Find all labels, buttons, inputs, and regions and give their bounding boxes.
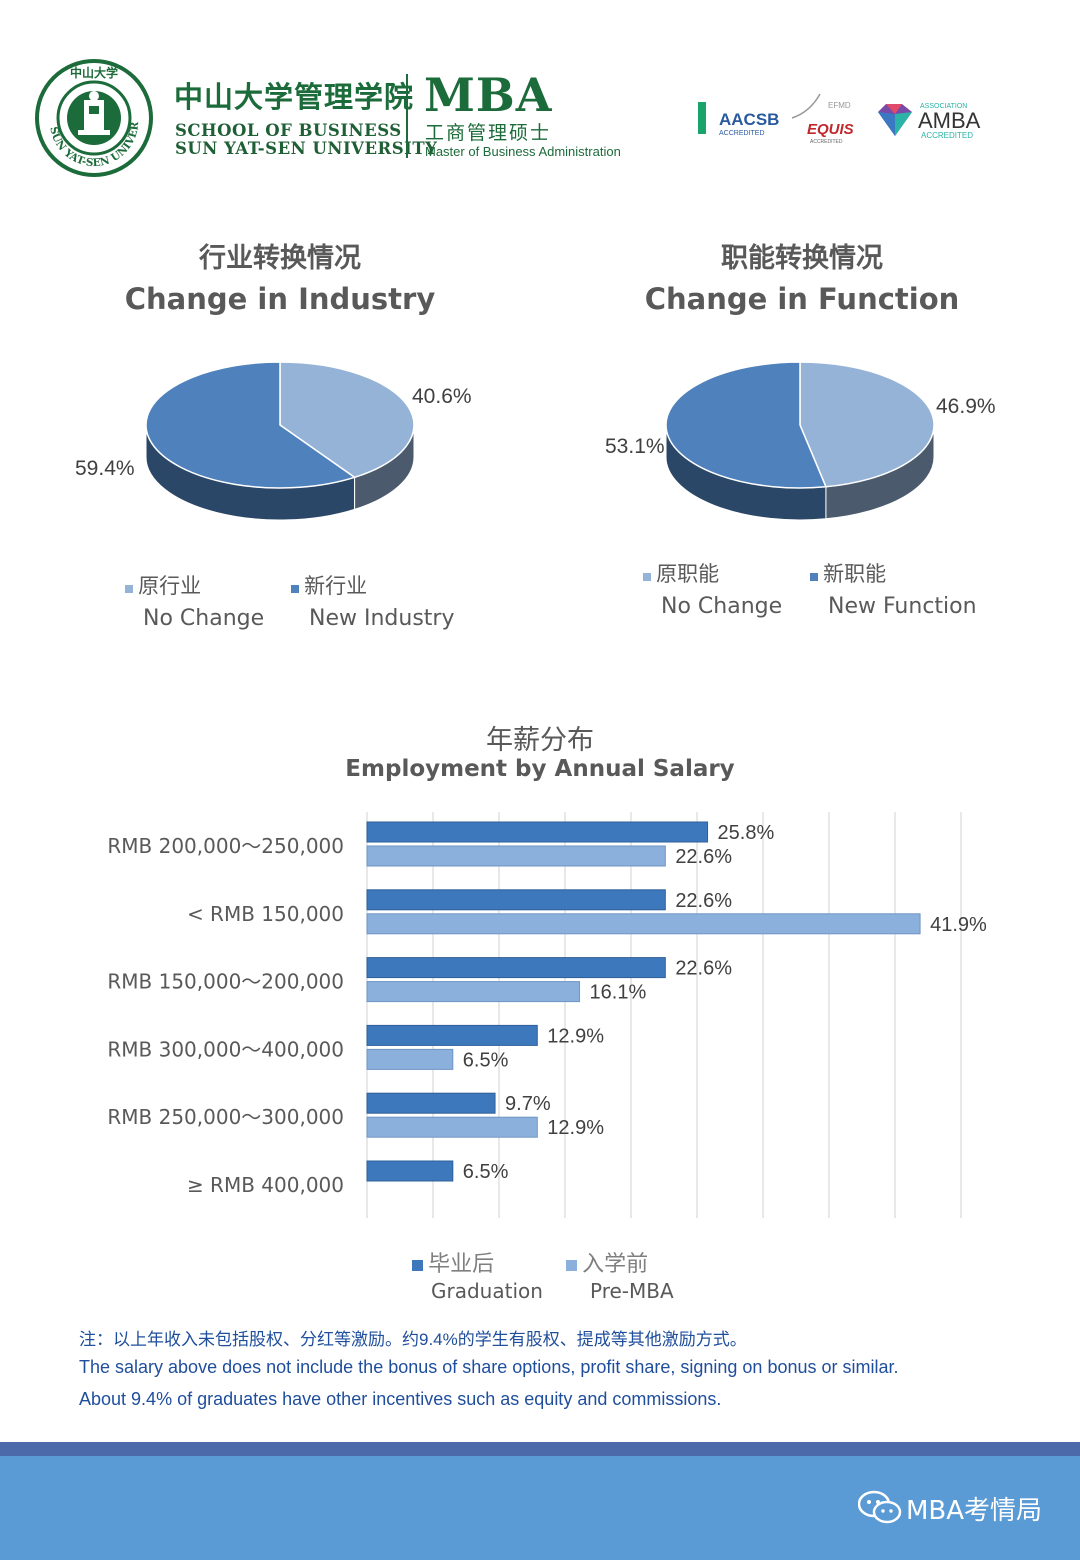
category-label: RMB 300,000～400,000 [107,1037,344,1061]
function-new-pct: 53.1% [605,435,665,458]
note-en-line2: About 9.4% of graduates have other incen… [79,1389,722,1409]
function-no-change-pct: 46.9% [936,395,996,418]
bar-value-label: 12.9% [547,1117,604,1139]
legend-swatch-dark [412,1260,423,1271]
legend-label-cn: 新行业 [304,574,368,598]
bar-pre-mba [366,1048,454,1070]
bar-value-label: 22.6% [675,846,732,868]
bar-pre-mba [366,1116,538,1138]
school-name-en-line2: SUN YAT-SEN UNIVERSITY [175,139,438,158]
mba-name-cn: 工商管理硕士 [425,122,552,144]
function-chart-title-cn: 职能转换情况 [721,243,883,274]
pie-slice-new-function [665,361,828,489]
svg-text:中山大学: 中山大学 [70,65,118,80]
legend-label-cn: 原职能 [656,562,720,586]
mba-name-en: Master of Business Administration [425,144,621,159]
amba-badge: ASSOCIATION AMBA ACCREDITED [874,92,994,148]
bar-value-label: 41.9% [930,914,987,936]
svg-text:AACSB: AACSB [719,110,779,129]
svg-text:ACCREDITED: ACCREDITED [719,130,765,137]
bar-pre-mba [366,981,581,1003]
mba-wordmark: MBA [424,68,553,122]
aacsb-badge: AACSB ACCREDITED [697,92,781,148]
industry-new-pct: 59.4% [75,457,135,480]
salary-chart-title: Employment by Annual Salary [345,756,735,782]
bar-graduation [366,889,666,911]
legend-swatch-light [125,585,133,593]
industry-pie-chart [145,361,415,521]
bar-graduation [366,1160,454,1182]
school-name-en-line1: SCHOOL OF BUSINESS [175,121,402,140]
legend-label-cn: 新职能 [823,562,887,586]
function-pie-chart [665,361,935,521]
function-legend-new: 新职能 [810,558,886,588]
bar-value-label: 25.8% [718,822,775,844]
industry-chart-title-cn: 行业转换情况 [199,243,361,274]
legend-label-cn: 原行业 [138,574,202,598]
salary-legend-graduation-en: Graduation [431,1279,543,1303]
header-divider [406,74,408,158]
bar-value-label: 22.6% [675,890,732,912]
bar-graduation [366,957,666,979]
legend-swatch-dark [810,573,818,581]
industry-legend-new: 新行业 [291,570,367,600]
svg-text:ASSOCIATION: ASSOCIATION [920,103,967,110]
svg-text:AMBA: AMBA [918,108,981,133]
note-en-line1: The salary above does not include the bo… [79,1357,899,1377]
industry-chart-title: Change in Industry [124,282,436,316]
industry-legend-no-change: 原行业 [125,570,201,600]
category-label: ≥ RMB 400,000 [187,1173,344,1197]
salary-legend-pre-mba-en: Pre-MBA [590,1279,674,1303]
footer-divider [0,1442,1080,1456]
university-seal-logo: SUN YAT-SEN UNIVERSITY 中山大学 [29,49,154,178]
equis-badge: EFMD EQUIS ACCREDITED [790,92,862,148]
bar-value-label: 6.5% [463,1161,509,1183]
legend-swatch-light [643,573,651,581]
pie-slice-no-change [799,361,935,488]
bar-pre-mba [366,913,921,935]
pie-slice-no-change [279,361,415,479]
bar-value-label: 9.7% [505,1093,551,1115]
category-label: RMB 150,000～200,000 [107,970,344,994]
bar-value-label: 6.5% [463,1049,509,1071]
pie-slice-new-industry [145,361,357,489]
function-legend-no-change: 原职能 [643,558,719,588]
function-chart-title: Change in Function [644,282,960,316]
bar-graduation [366,1092,496,1114]
school-name-cn: 中山大学管理学院 [174,80,415,114]
note-cn: 注：以上年收入未包括股权、分红等激励。约9.4%的学生有股权、提成等其他激励方式… [79,1330,747,1349]
svg-text:EFMD: EFMD [828,101,851,110]
bar-value-label: 16.1% [590,982,647,1004]
bar-value-label: 22.6% [675,958,732,980]
bar-pre-mba [366,845,666,867]
industry-legend-no-change-en: No Change [143,606,265,631]
function-legend-no-change-en: No Change [661,594,783,619]
legend-swatch-light [566,1260,577,1271]
industry-legend-new-en: New Industry [309,606,455,631]
category-label: < RMB 150,000 [187,902,344,926]
salary-legend-pre-mba: 入学前 [566,1246,648,1278]
salary-chart-title-cn: 年薪分布 [486,725,594,756]
category-label: RMB 250,000～300,000 [107,1105,344,1129]
bar-graduation [366,821,709,843]
svg-text:EQUIS: EQUIS [807,121,854,138]
function-legend-new-en: New Function [828,594,977,619]
svg-text:ACCREDITED: ACCREDITED [810,139,843,145]
wechat-icon [857,1490,902,1530]
svg-text:ACCREDITED: ACCREDITED [921,131,973,140]
bar-value-label: 12.9% [547,1025,604,1047]
category-label: RMB 200,000～250,000 [107,834,344,858]
wechat-account-label: MBA考情局 [906,1496,1043,1526]
legend-swatch-dark [291,585,299,593]
industry-no-change-pct: 40.6% [412,385,472,408]
bar-graduation [366,1024,538,1046]
legend-label-cn: 入学前 [582,1252,649,1277]
salary-legend-graduation: 毕业后 [412,1246,494,1278]
legend-label-cn: 毕业后 [428,1252,495,1277]
